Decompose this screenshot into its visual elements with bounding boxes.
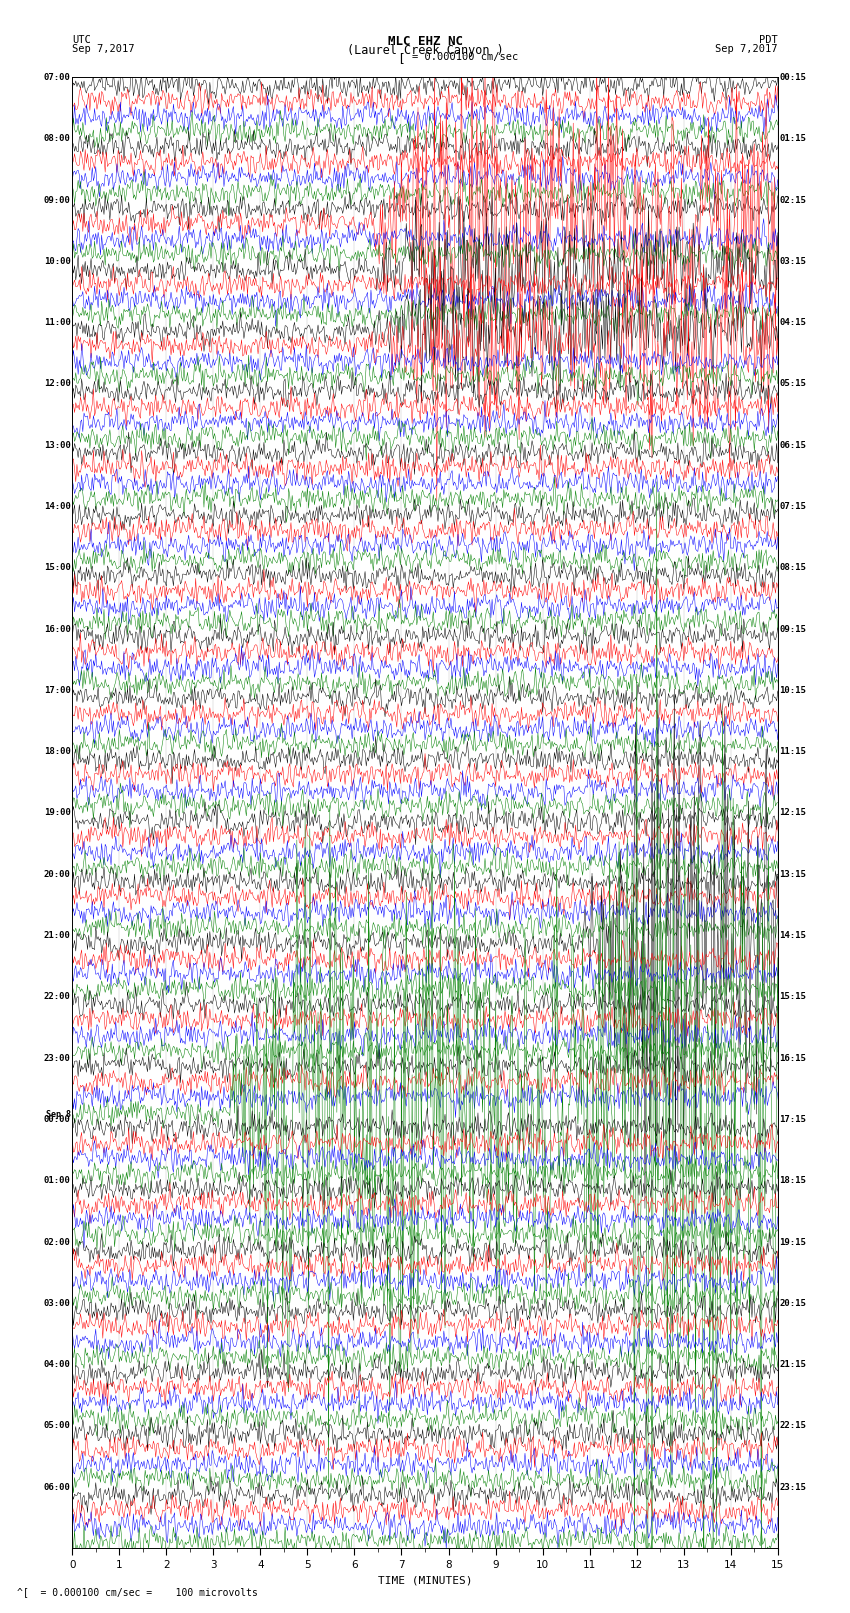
Text: 06:15: 06:15	[779, 440, 806, 450]
Text: 18:15: 18:15	[779, 1176, 806, 1186]
Text: 17:15: 17:15	[779, 1115, 806, 1124]
Text: 02:15: 02:15	[779, 195, 806, 205]
Text: (Laurel Creek Canyon ): (Laurel Creek Canyon )	[347, 44, 503, 56]
Text: 00:15: 00:15	[779, 73, 806, 82]
Text: 20:15: 20:15	[779, 1298, 806, 1308]
Text: 09:15: 09:15	[779, 624, 806, 634]
Text: 01:00: 01:00	[44, 1176, 71, 1186]
Text: 01:15: 01:15	[779, 134, 806, 144]
Text: ^[  = 0.000100 cm/sec =    100 microvolts: ^[ = 0.000100 cm/sec = 100 microvolts	[17, 1587, 258, 1597]
Text: Sep 8: Sep 8	[46, 1110, 71, 1119]
Text: 04:15: 04:15	[779, 318, 806, 327]
Text: 14:15: 14:15	[779, 931, 806, 940]
Text: 12:15: 12:15	[779, 808, 806, 818]
Text: PDT: PDT	[759, 35, 778, 45]
Text: 05:00: 05:00	[44, 1421, 71, 1431]
Text: 04:00: 04:00	[44, 1360, 71, 1369]
Text: 13:00: 13:00	[44, 440, 71, 450]
Text: = 0.000100 cm/sec: = 0.000100 cm/sec	[412, 52, 518, 63]
Text: 23:00: 23:00	[44, 1053, 71, 1063]
Text: 23:15: 23:15	[779, 1482, 806, 1492]
Text: 03:15: 03:15	[779, 256, 806, 266]
Text: 19:15: 19:15	[779, 1237, 806, 1247]
Text: 15:00: 15:00	[44, 563, 71, 573]
Text: 08:15: 08:15	[779, 563, 806, 573]
Text: 11:15: 11:15	[779, 747, 806, 756]
Text: 21:15: 21:15	[779, 1360, 806, 1369]
Text: 22:15: 22:15	[779, 1421, 806, 1431]
Text: 10:00: 10:00	[44, 256, 71, 266]
Text: 18:00: 18:00	[44, 747, 71, 756]
Text: 00:00: 00:00	[44, 1115, 71, 1124]
Text: 10:15: 10:15	[779, 686, 806, 695]
Text: 21:00: 21:00	[44, 931, 71, 940]
Text: 07:00: 07:00	[44, 73, 71, 82]
Text: 16:00: 16:00	[44, 624, 71, 634]
Text: 17:00: 17:00	[44, 686, 71, 695]
Text: 15:15: 15:15	[779, 992, 806, 1002]
Text: 03:00: 03:00	[44, 1298, 71, 1308]
Text: 05:15: 05:15	[779, 379, 806, 389]
Text: 07:15: 07:15	[779, 502, 806, 511]
Text: 12:00: 12:00	[44, 379, 71, 389]
Text: UTC: UTC	[72, 35, 91, 45]
Text: 14:00: 14:00	[44, 502, 71, 511]
Text: 20:00: 20:00	[44, 869, 71, 879]
Text: 13:15: 13:15	[779, 869, 806, 879]
Text: 09:00: 09:00	[44, 195, 71, 205]
Text: 06:00: 06:00	[44, 1482, 71, 1492]
Text: 16:15: 16:15	[779, 1053, 806, 1063]
Text: 22:00: 22:00	[44, 992, 71, 1002]
Text: 11:00: 11:00	[44, 318, 71, 327]
Text: Sep 7,2017: Sep 7,2017	[715, 44, 778, 55]
Text: MLC EHZ NC: MLC EHZ NC	[388, 35, 462, 48]
Text: 19:00: 19:00	[44, 808, 71, 818]
X-axis label: TIME (MINUTES): TIME (MINUTES)	[377, 1576, 473, 1586]
Text: 08:00: 08:00	[44, 134, 71, 144]
Text: Sep 7,2017: Sep 7,2017	[72, 44, 135, 55]
Text: [: [	[398, 52, 405, 66]
Text: 02:00: 02:00	[44, 1237, 71, 1247]
